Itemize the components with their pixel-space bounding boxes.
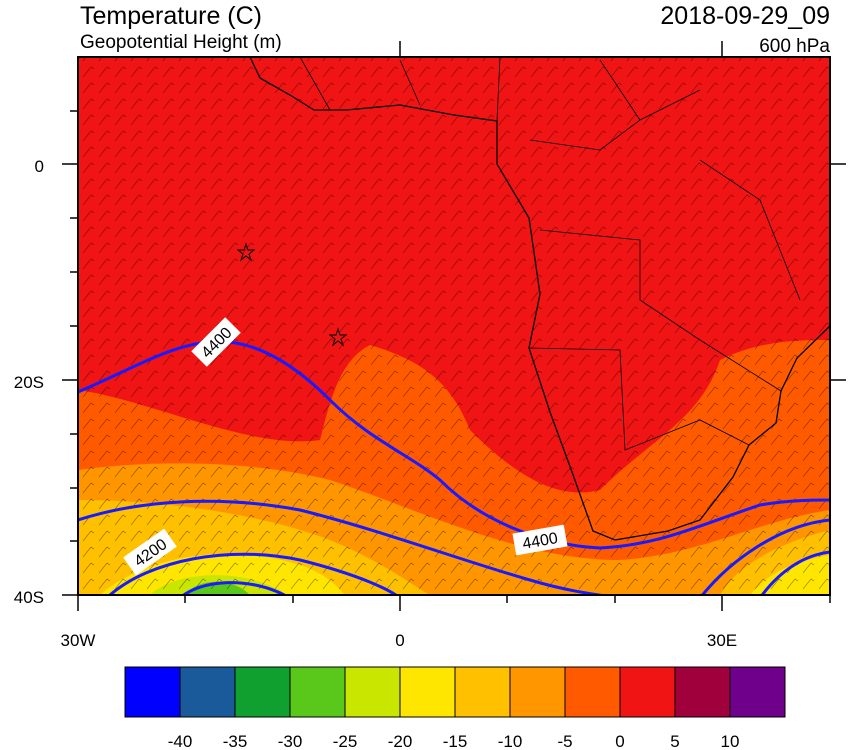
contour-line [181, 581, 288, 595]
colorbar-label: -15 [443, 732, 468, 750]
colorbar-box [619, 666, 676, 718]
valid-time: 2018-09-29_09 [660, 2, 830, 30]
station-marker [328, 327, 348, 347]
colorbar-label: -30 [278, 732, 303, 750]
colorbar-box [234, 666, 291, 718]
colorbar-box [509, 666, 566, 718]
x-tick-label: 0 [395, 631, 404, 650]
contour-label-box: 4400 [512, 524, 568, 556]
contour-line [78, 499, 610, 595]
colorbar-label: -35 [223, 732, 248, 750]
station-marker [236, 242, 256, 262]
level: 600 hPa [759, 36, 830, 57]
contour-line [760, 550, 830, 595]
contour-line [700, 518, 830, 595]
y-tick-label: 20S [14, 373, 44, 392]
x-tick-label: 30W [61, 631, 96, 650]
title: Temperature (C) [80, 2, 262, 30]
y-tick-label: 0 [35, 157, 44, 176]
y-tick-label: 40S [14, 588, 44, 607]
wind-barbs [78, 57, 830, 595]
tick-marks [62, 41, 846, 611]
subtitle: Geopotential Height (m) [80, 32, 282, 53]
colorbar-label: -40 [168, 732, 193, 750]
colorbar: -40 -35 -30 -25 -20 -15 -10 -5 0 5 10 [124, 666, 786, 750]
x-tick-label: 30E [707, 631, 737, 650]
colorbar-label: 0 [615, 732, 624, 750]
colorbar-label: -5 [557, 732, 572, 750]
colorbar-label: 5 [670, 732, 679, 750]
colorbar-label: 10 [721, 732, 740, 750]
colorbar-box [454, 666, 511, 718]
colorbar-box [124, 666, 181, 718]
colorbar-label: -20 [388, 732, 413, 750]
contour-label: 4400 [521, 530, 559, 553]
colorbar-label: -10 [498, 732, 523, 750]
map-plot: 4400 4400 4200 [78, 57, 830, 595]
colorbar-box [564, 666, 621, 718]
borders [299, 57, 801, 451]
colorbar-label: -25 [333, 732, 358, 750]
colorbar-box [344, 666, 401, 718]
coastline [249, 57, 830, 541]
colorbar-box [399, 666, 456, 718]
contour-line [109, 552, 399, 595]
colorbar-box [179, 666, 236, 718]
colorbar-box [729, 666, 786, 718]
colorbar-box [289, 666, 346, 718]
colorbar-box [674, 666, 731, 718]
